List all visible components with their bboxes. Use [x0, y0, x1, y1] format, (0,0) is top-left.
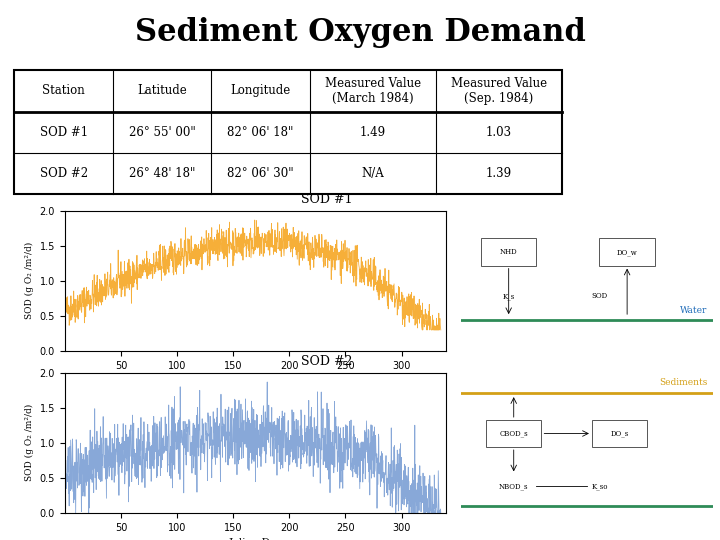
Text: SOD #1: SOD #1: [302, 193, 353, 206]
Y-axis label: SOD (g O₂ /m²/d): SOD (g O₂ /m²/d): [25, 404, 34, 482]
Text: Measured Value
(March 1984): Measured Value (March 1984): [325, 77, 421, 105]
Text: N/A: N/A: [361, 167, 384, 180]
X-axis label: Julian Day: Julian Day: [229, 376, 282, 385]
X-axis label: Julian Day: Julian Day: [229, 538, 282, 540]
Text: 1.49: 1.49: [360, 126, 386, 139]
Text: DO_w: DO_w: [617, 248, 637, 256]
Text: SOD #1: SOD #1: [40, 126, 88, 139]
Text: K_so: K_so: [591, 482, 608, 490]
Text: DO_s: DO_s: [611, 429, 629, 437]
Text: Measured Value
(Sep. 1984): Measured Value (Sep. 1984): [451, 77, 546, 105]
Text: Water: Water: [680, 306, 708, 315]
Text: Sediment Oxygen Demand: Sediment Oxygen Demand: [135, 17, 585, 48]
Text: 1.39: 1.39: [485, 167, 512, 180]
Text: K_s: K_s: [503, 292, 515, 300]
Text: Station: Station: [42, 84, 85, 97]
Bar: [486, 420, 541, 447]
Y-axis label: SOD (g O₂ /m²/d): SOD (g O₂ /m²/d): [25, 242, 34, 320]
Text: SOD #2: SOD #2: [40, 167, 88, 180]
Bar: [481, 239, 536, 266]
Text: Latitude: Latitude: [138, 84, 187, 97]
Text: 26° 55' 00": 26° 55' 00": [129, 126, 196, 139]
Text: Sediments: Sediments: [660, 378, 708, 387]
Text: 26° 48' 18": 26° 48' 18": [129, 167, 195, 180]
Text: 82° 06' 30": 82° 06' 30": [228, 167, 294, 180]
Text: SOD: SOD: [591, 292, 608, 300]
Text: 82° 06' 18": 82° 06' 18": [228, 126, 294, 139]
Text: SOD #2: SOD #2: [302, 355, 353, 368]
Text: NHD: NHD: [500, 248, 518, 256]
Text: 1.03: 1.03: [485, 126, 512, 139]
Text: Longitude: Longitude: [230, 84, 291, 97]
Text: NBOD_s: NBOD_s: [499, 482, 528, 490]
Text: CBOD_s: CBOD_s: [500, 429, 528, 437]
Bar: [599, 239, 655, 266]
Bar: [592, 420, 647, 447]
